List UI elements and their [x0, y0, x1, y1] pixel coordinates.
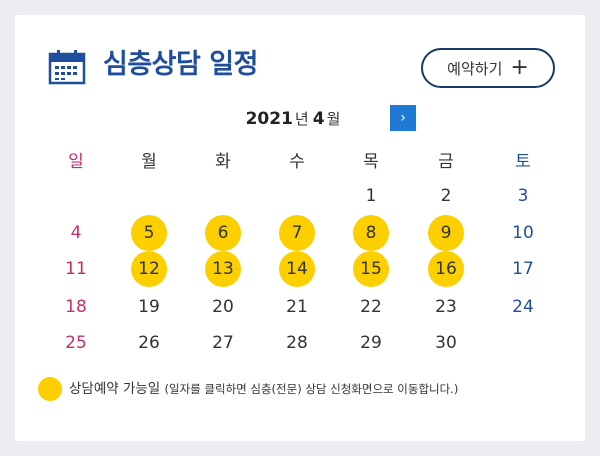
calendar-day: 20 — [212, 297, 234, 317]
available-day[interactable]: 5 — [131, 215, 167, 251]
year-value: 2021 — [245, 109, 293, 129]
calendar-day: 26 — [138, 333, 160, 353]
month-unit: 월 — [326, 110, 341, 128]
available-day[interactable]: 12 — [131, 251, 167, 287]
calendar-day: 3 — [517, 186, 529, 206]
chevron-right-icon: › — [400, 110, 406, 126]
legend-note: (일자를 클릭하면 심층(전문) 상담 신청화면으로 이동합니다.) — [164, 382, 459, 396]
available-day[interactable]: 7 — [279, 215, 315, 251]
reserve-button-label: 예약하기 — [447, 59, 503, 78]
calendar-day: 2 — [440, 186, 452, 206]
calendar-day: 4 — [70, 223, 82, 243]
month-value: 4 — [312, 109, 325, 129]
calendar-day: 24 — [512, 297, 534, 317]
calendar-day: 30 — [435, 333, 457, 353]
weekday-header: 일 — [68, 152, 84, 172]
calendar-day: 21 — [286, 297, 308, 317]
calendar-day: 29 — [360, 333, 382, 353]
legend-label: 상담예약 가능일 — [69, 381, 161, 397]
calendar-day: 19 — [138, 297, 160, 317]
calendar-day: 1 — [365, 186, 377, 206]
reserve-button[interactable]: 예약하기 + — [421, 48, 555, 88]
weekday-header: 월 — [141, 152, 157, 172]
calendar-grid: 일 월 화 수 목 금 토 1 2 3 4 5 6 7 8 9 10 11 12 13 14 15 16 17 18 19 20 21… — [15, 15, 585, 441]
year-unit: 년 — [294, 110, 309, 128]
calendar-day: 27 — [212, 333, 234, 353]
available-day[interactable]: 9 — [428, 215, 464, 251]
calendar-day: 10 — [512, 223, 534, 243]
next-month-button[interactable]: › — [390, 105, 416, 131]
available-day[interactable]: 6 — [205, 215, 241, 251]
calendar-day: 28 — [286, 333, 308, 353]
available-day[interactable]: 13 — [205, 251, 241, 287]
available-day[interactable]: 15 — [353, 251, 389, 287]
legend: 상담예약 가능일 (일자를 클릭하면 심층(전문) 상담 신청화면으로 이동합니… — [69, 377, 458, 401]
available-day[interactable]: 16 — [428, 251, 464, 287]
calendar-day: 22 — [360, 297, 382, 317]
calendar-day: 23 — [435, 297, 457, 317]
weekday-header: 목 — [363, 152, 379, 172]
weekday-header: 화 — [215, 152, 231, 172]
available-day[interactable]: 14 — [279, 251, 315, 287]
available-legend-dot — [38, 377, 62, 401]
calendar-day: 11 — [65, 259, 87, 279]
weekday-header: 금 — [438, 152, 454, 172]
calendar-day: 18 — [65, 297, 87, 317]
available-day[interactable]: 8 — [353, 215, 389, 251]
month-label: 2021 년 4 월 — [215, 107, 375, 131]
calendar-day: 25 — [65, 333, 87, 353]
calendar-day: 17 — [512, 259, 534, 279]
plus-icon: + — [510, 55, 529, 80]
weekday-header: 수 — [289, 152, 305, 172]
page-title: 심층상담 일정 — [103, 49, 258, 80]
weekday-header: 토 — [515, 152, 531, 172]
calendar-icon — [48, 50, 86, 85]
